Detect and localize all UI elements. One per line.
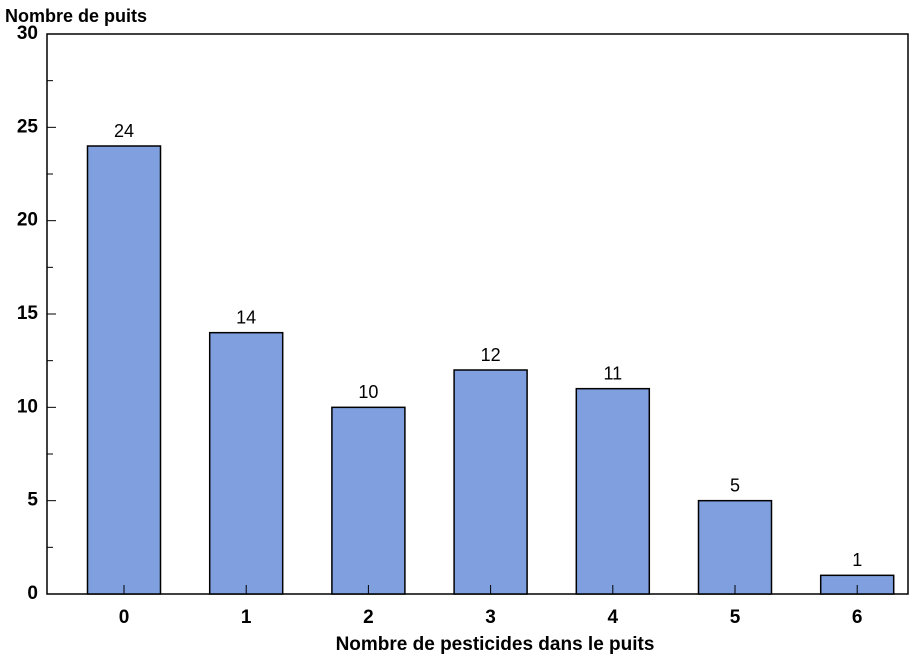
x-tick-label: 3 xyxy=(485,607,496,628)
bar xyxy=(697,499,773,595)
x-tick-label: 6 xyxy=(852,607,863,628)
y-axis-title: Nombre de puits xyxy=(5,6,147,26)
bar xyxy=(208,331,284,595)
y-tick-label: 0 xyxy=(27,583,38,604)
y-tick-label: 5 xyxy=(27,490,38,511)
y-tick-label: 20 xyxy=(17,210,38,231)
x-tick-label: 1 xyxy=(241,607,252,628)
value-label: 11 xyxy=(603,363,622,383)
y-tick-label: 25 xyxy=(17,116,39,137)
bar xyxy=(331,406,406,595)
value-label: 12 xyxy=(481,345,501,365)
x-axis-title: Nombre de pesticides dans le puits xyxy=(336,634,655,655)
bar xyxy=(575,387,651,595)
x-tick-label: 2 xyxy=(363,607,374,628)
y-tick-label: 30 xyxy=(17,23,38,44)
value-label: 24 xyxy=(114,121,134,141)
value-label: 1 xyxy=(852,550,862,570)
bar xyxy=(453,369,528,595)
y-tick-label: 15 xyxy=(17,303,39,324)
x-tick-label: 4 xyxy=(608,607,619,628)
x-tick-label: 0 xyxy=(119,607,130,628)
bar xyxy=(86,145,162,595)
value-label: 14 xyxy=(236,307,256,327)
x-tick-label: 5 xyxy=(730,607,741,628)
y-tick-label: 10 xyxy=(17,396,38,417)
value-label: 10 xyxy=(358,382,378,402)
value-label: 5 xyxy=(730,475,740,495)
